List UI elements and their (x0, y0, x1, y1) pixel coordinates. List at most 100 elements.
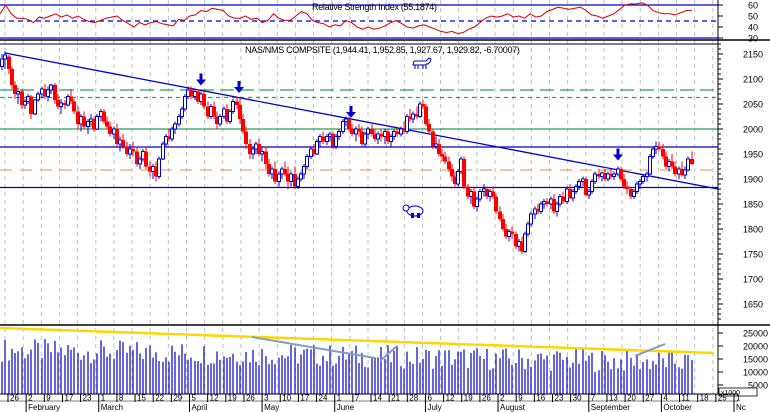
candle-body-down (167, 136, 171, 139)
rsi-tick-label: 40 (748, 23, 758, 33)
down-arrow-icon (349, 106, 353, 113)
week-label: 9 (46, 394, 51, 403)
candle-body-down (421, 104, 425, 107)
candle-body-up (526, 223, 530, 235)
candle-body-down (125, 146, 129, 154)
week-label: 10 (282, 394, 291, 403)
volume-tick-label: 10000 (743, 368, 768, 378)
candle-body-down (504, 229, 508, 237)
volume-tick-label: 5000 (748, 381, 768, 391)
candle-body-down (56, 100, 60, 107)
bull-icon (412, 57, 432, 69)
price-tick-label: 1700 (743, 275, 763, 285)
candle-body-up (612, 173, 616, 177)
week-label: 7 (591, 394, 596, 403)
candle-body-up (260, 151, 264, 155)
candle-body-up (157, 158, 161, 177)
candle-body-down (561, 196, 565, 202)
candle-body-up (645, 173, 649, 177)
candle-body-down (105, 121, 109, 127)
week-label: 7 (355, 394, 360, 403)
candle-body-down (72, 101, 76, 112)
candle-body-down (673, 166, 677, 174)
price-panel (0, 51, 719, 326)
candle-body-down (257, 144, 261, 154)
candle-body-up (389, 136, 393, 142)
candle-body-down (597, 174, 601, 177)
candle-body-up (325, 136, 329, 142)
candle-body-down (102, 111, 106, 122)
candle-body-up (475, 198, 479, 207)
candle-body-down (321, 136, 325, 142)
candle-body-down (447, 161, 451, 169)
candle-body-down (494, 196, 498, 212)
candle-body-down (82, 116, 86, 127)
price-tick-label: 1850 (743, 200, 763, 210)
candle-body-up (686, 158, 690, 171)
candle-body-down (241, 119, 245, 132)
price-tick-label: 1900 (743, 175, 763, 185)
down-arrow-icon (346, 112, 356, 118)
candle-body-up (577, 181, 581, 187)
week-label: 12 (210, 394, 219, 403)
candle-body-down (135, 151, 139, 164)
month-label: May (264, 403, 279, 412)
candle-body-down (670, 161, 674, 167)
week-label: 19 (464, 394, 473, 403)
candle-body-down (450, 169, 454, 177)
candle-body-down (619, 169, 623, 179)
week-label: 6 (427, 394, 432, 403)
candle-body-up (635, 183, 639, 192)
icons (196, 57, 623, 218)
candle-body-down (462, 159, 466, 187)
week-label: 15 (137, 394, 146, 403)
volume-tick-label: 20000 (743, 342, 768, 352)
candle-body-down (680, 169, 684, 175)
down-arrow-icon (613, 154, 623, 161)
week-label: 4 (663, 394, 668, 403)
month-label: October (663, 403, 692, 412)
candle-body-up (315, 141, 319, 155)
candle-body-up (3, 54, 7, 60)
candle-body-down (283, 169, 287, 174)
candle-body-down (386, 131, 390, 142)
bear-icon (402, 204, 424, 218)
candle-body-down (520, 241, 524, 252)
candle-body-up (529, 213, 533, 225)
candle-body-down (472, 191, 476, 207)
candle-body-down (7, 56, 11, 69)
week-label: 25 (718, 394, 727, 403)
candle-body-down (267, 164, 271, 174)
down-arrow-icon (237, 81, 241, 88)
candle-body-up (651, 148, 655, 157)
week-label: 26 (246, 394, 255, 403)
candle-body-up (590, 181, 594, 192)
candle-body-up (302, 166, 306, 175)
week-label: 30 (573, 394, 582, 403)
week-label: 9 (518, 394, 523, 403)
candle-body-down (350, 129, 354, 134)
candle-body-up (49, 84, 53, 91)
price-tick-label: 1800 (743, 225, 763, 235)
rsi-panel (0, 2, 718, 45)
candle-body-up (363, 133, 367, 145)
candle-body-down (215, 116, 219, 124)
candle-body-down (536, 209, 540, 212)
candle-body-down (552, 199, 556, 212)
volume-panel (0, 326, 715, 394)
candle-body-up (218, 116, 222, 125)
candle-body-down (661, 149, 665, 157)
down-arrow-icon (616, 148, 620, 156)
price-tick-label: 1650 (743, 300, 763, 310)
month-label: March (101, 403, 123, 412)
candle-body-down (293, 174, 297, 187)
week-label: 12 (446, 394, 455, 403)
candle-body-up (411, 113, 415, 120)
week-label: 1 (101, 394, 106, 403)
candle-body-up (478, 191, 482, 200)
week-label: 18 (700, 394, 709, 403)
candle-body-up (95, 116, 99, 130)
week-label: 16 (536, 394, 545, 403)
candle-body-up (632, 191, 636, 197)
volume-average-line (0, 326, 715, 355)
